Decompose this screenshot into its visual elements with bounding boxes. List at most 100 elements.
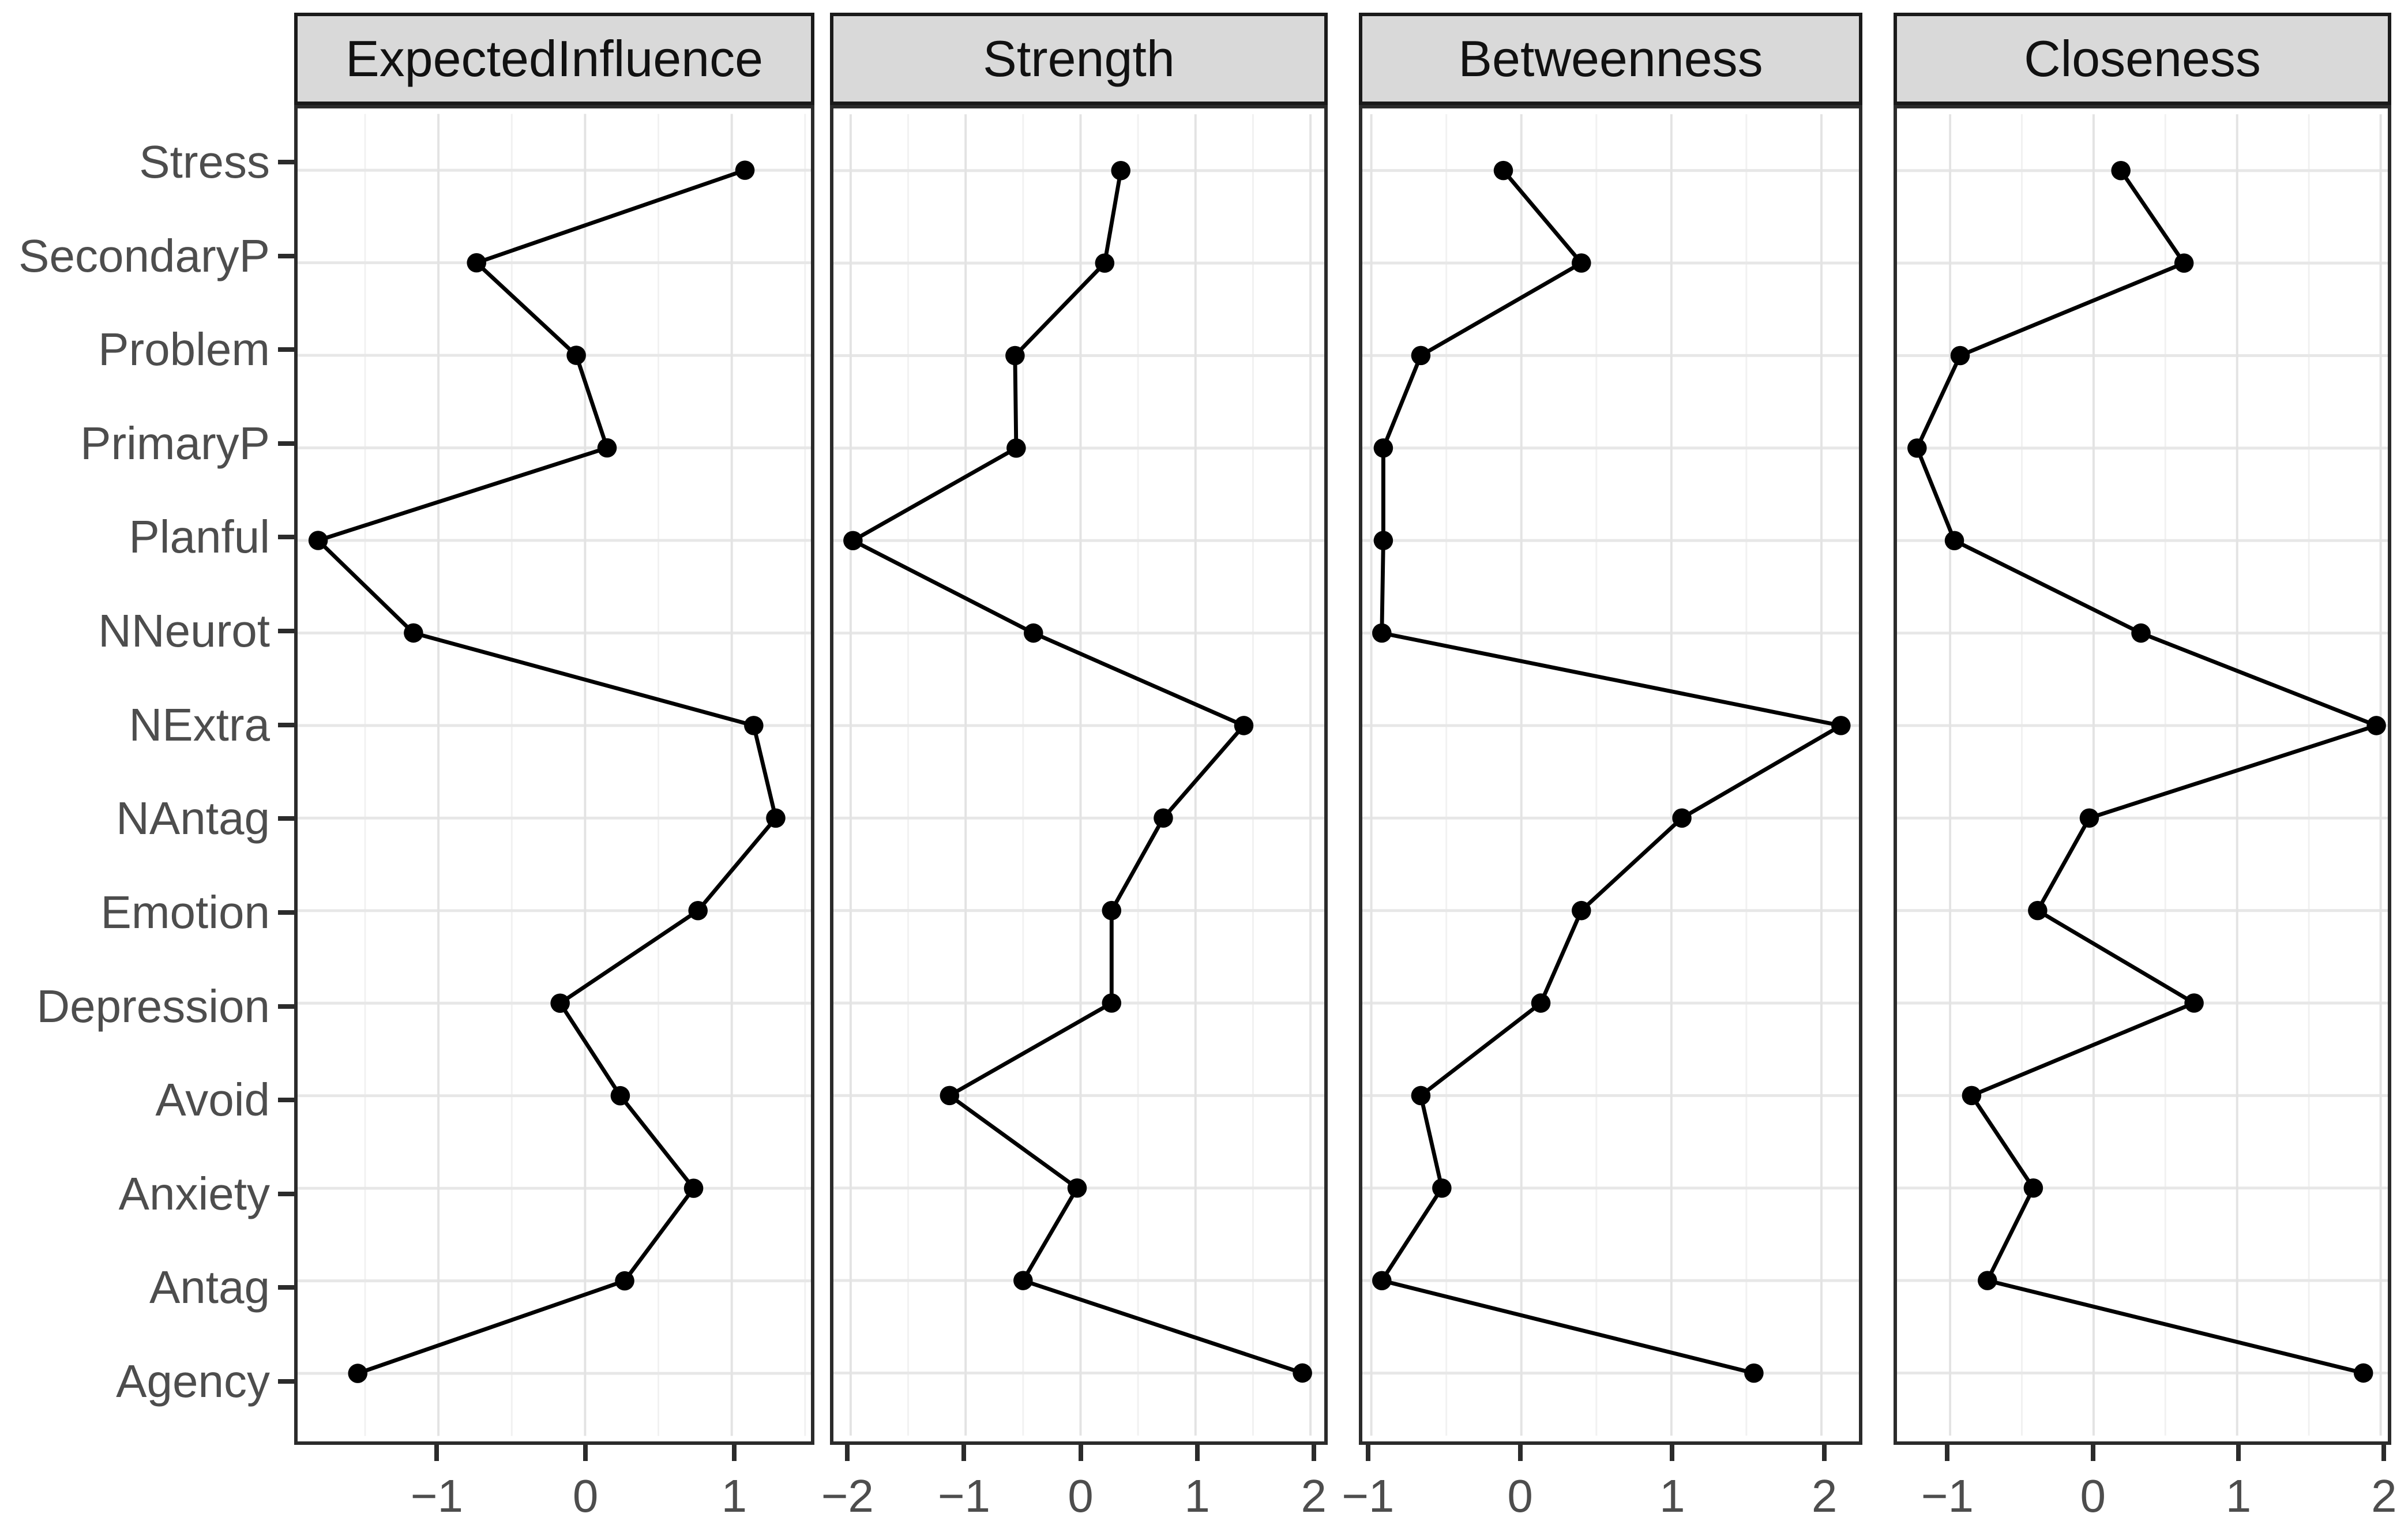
- data-point-nextra: [2366, 716, 2386, 735]
- x-axis-tick: [2381, 1445, 2387, 1461]
- x-axis-tick: [731, 1445, 737, 1461]
- x-axis-tick: [1078, 1445, 1083, 1461]
- y-axis-tick: [278, 1004, 294, 1009]
- data-point-antag: [1013, 1271, 1033, 1290]
- data-point-nantag: [1672, 808, 1692, 828]
- y-axis-label-stress: Stress: [139, 136, 270, 187]
- x-axis-tick-label: −1: [937, 1470, 991, 1521]
- data-point-depression: [1102, 993, 1122, 1013]
- data-point-nextra: [744, 716, 764, 735]
- x-axis-tick-label: −1: [410, 1470, 463, 1521]
- series-line-strength: [848, 170, 1303, 1375]
- x-axis-tick: [1670, 1445, 1675, 1461]
- panel-title: Closeness: [2024, 30, 2261, 87]
- data-point-problem: [566, 345, 586, 365]
- x-axis-tick: [434, 1445, 439, 1461]
- data-point-antag: [615, 1271, 634, 1291]
- data-point-planful: [308, 531, 328, 550]
- data-point-planful: [1373, 531, 1393, 550]
- x-axis-tick-label: 0: [572, 1470, 599, 1521]
- data-point-antag: [1372, 1271, 1392, 1290]
- y-axis-label-primaryp: PrimaryP: [80, 417, 270, 469]
- data-point-anxiety: [2023, 1178, 2043, 1198]
- data-point-avoid: [1411, 1086, 1431, 1106]
- y-axis-tick: [278, 629, 294, 634]
- data-point-problem: [1950, 345, 1970, 366]
- y-axis-label-nextra: NExtra: [129, 698, 271, 750]
- data-point-anxiety: [683, 1178, 704, 1198]
- y-axis-tick: [278, 1285, 294, 1290]
- y-axis-tick: [278, 535, 294, 540]
- x-axis-tick-label: 0: [1507, 1470, 1533, 1521]
- y-axis-tick: [278, 1379, 294, 1384]
- y-axis-label-nantag: NAntag: [116, 793, 270, 844]
- data-point-agency: [2353, 1363, 2373, 1383]
- x-axis-tick: [1517, 1445, 1523, 1461]
- data-point-primaryp: [597, 438, 617, 458]
- data-point-problem: [1005, 345, 1025, 366]
- x-axis-tick-label: 0: [2080, 1470, 2106, 1521]
- x-axis-tick-label: 1: [1184, 1470, 1210, 1521]
- y-axis-tick: [278, 910, 294, 915]
- data-point-depression: [1531, 993, 1551, 1013]
- x-axis-tick-label: 2: [1301, 1470, 1327, 1521]
- x-axis-tick: [1194, 1445, 1200, 1461]
- data-point-nneurot: [1024, 623, 1043, 643]
- y-axis-label-planful: Planful: [129, 511, 270, 563]
- x-axis-tick-label: −1: [1342, 1470, 1395, 1521]
- y-axis-label-emotion: Emotion: [100, 886, 270, 938]
- x-axis-tick-label: 1: [721, 1470, 747, 1521]
- panel-plot-closeness: [1894, 105, 2391, 1445]
- y-axis-tick: [278, 347, 294, 352]
- x-axis-tick-label: 2: [1811, 1470, 1838, 1521]
- data-point-antag: [1977, 1271, 1997, 1290]
- panel-header-expectedinfluence: ExpectedInfluence: [294, 13, 814, 105]
- x-axis-tick: [1311, 1445, 1316, 1461]
- data-point-planful: [843, 531, 863, 550]
- data-point-nneurot: [404, 623, 423, 643]
- y-axis-tick: [278, 816, 294, 821]
- data-point-nextra: [1831, 716, 1851, 735]
- data-point-nneurot: [1372, 623, 1392, 643]
- x-axis-tick-label: −1: [1921, 1470, 1974, 1521]
- panel-plot-strength: [830, 105, 1328, 1445]
- data-point-planful: [1944, 531, 1964, 550]
- data-point-stress: [1111, 161, 1131, 181]
- y-axis-label-anxiety: Anxiety: [118, 1167, 270, 1219]
- data-point-nantag: [2079, 808, 2099, 828]
- y-axis-label-secondaryp: SecondaryP: [18, 230, 270, 281]
- data-point-primaryp: [1907, 438, 1927, 458]
- x-axis-tick-label: −2: [821, 1470, 874, 1521]
- y-axis-label-nneurot: NNeurot: [98, 605, 270, 657]
- y-axis-label-problem: Problem: [98, 324, 270, 375]
- x-axis-tick: [961, 1445, 967, 1461]
- data-point-anxiety: [1432, 1178, 1452, 1198]
- y-axis-tick: [278, 1098, 294, 1103]
- y-axis-label-antag: Antag: [149, 1261, 270, 1313]
- y-axis-tick: [278, 253, 294, 258]
- panel-plot-expectedinfluence: [294, 105, 814, 1445]
- plot-svg-closeness: [1897, 114, 2388, 1436]
- data-point-agency: [348, 1364, 368, 1383]
- panel-header-closeness: Closeness: [1894, 13, 2391, 105]
- plot-svg-betweenness: [1362, 114, 1859, 1436]
- panel-plot-betweenness: [1359, 105, 1862, 1445]
- data-point-emotion: [1102, 900, 1122, 921]
- series-line-expectedinfluence: [314, 168, 778, 1376]
- data-point-nneurot: [2131, 623, 2151, 643]
- data-point-nantag: [766, 808, 786, 828]
- data-point-problem: [1411, 345, 1431, 366]
- data-point-stress: [1493, 160, 1513, 181]
- series-line-closeness: [1915, 169, 2383, 1375]
- data-point-anxiety: [1067, 1178, 1087, 1198]
- x-axis-tick-label: 2: [2371, 1470, 2397, 1521]
- data-point-stress: [735, 160, 755, 180]
- x-axis-tick-label: 1: [1659, 1470, 1685, 1521]
- data-point-secondaryp: [467, 253, 487, 273]
- y-axis-tick: [278, 441, 294, 446]
- x-axis-tick: [1945, 1445, 1950, 1461]
- data-point-avoid: [940, 1086, 960, 1106]
- y-axis-label-avoid: Avoid: [155, 1074, 270, 1126]
- x-axis-tick: [845, 1445, 850, 1461]
